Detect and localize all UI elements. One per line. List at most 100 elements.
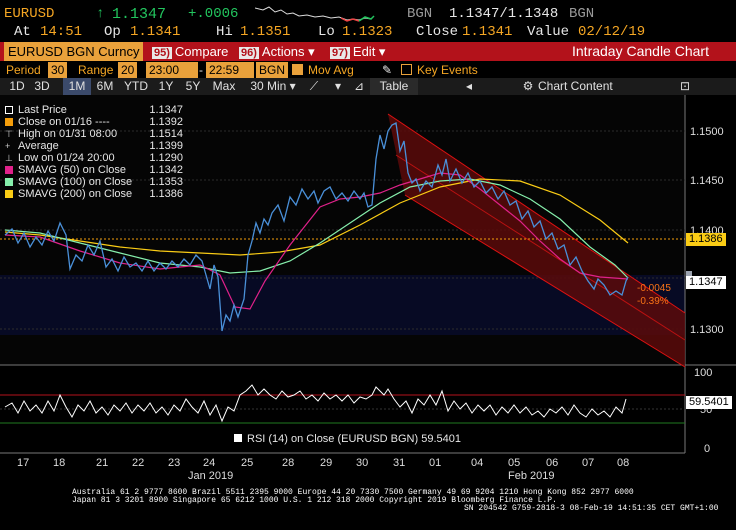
pencil-icon[interactable]: ✎ bbox=[382, 63, 393, 77]
tab-3d[interactable]: 3D bbox=[34, 79, 50, 93]
axis-label-1-1450: 1.1450 bbox=[690, 175, 724, 187]
legend-item[interactable]: SMAVG (50) on Close 1.1342 bbox=[5, 164, 187, 176]
bid-ask-source: BGN bbox=[407, 6, 433, 22]
legend-value: 1.1392 bbox=[149, 116, 183, 128]
legend-item[interactable]: Last Price 1.1347 bbox=[5, 104, 187, 116]
edit-button[interactable]: 97) Edit ▾ bbox=[330, 42, 385, 61]
chart-legend: Last Price 1.1347 Close on 01/16 ---- 1.13… bbox=[5, 104, 187, 200]
legend-item[interactable]: SMAVG (200) on Close 1.1386 bbox=[5, 188, 187, 200]
rsi-legend[interactable]: RSI (14) on Close (EURUSD BGN) 59.5401 bbox=[234, 433, 461, 445]
high-label: Hi bbox=[216, 24, 233, 40]
start-time-input[interactable]: 23:00 bbox=[146, 62, 198, 78]
month-label-feb: Feb 2019 bbox=[508, 470, 554, 482]
x-tick: 08 bbox=[617, 457, 629, 469]
close-value: 1.1341 bbox=[462, 24, 513, 40]
legend-item[interactable]: ⊥ Low on 01/24 20:00 1.1290 bbox=[5, 152, 187, 164]
legend-item[interactable]: Close on 01/16 ---- 1.1392 bbox=[5, 116, 187, 128]
x-tick: 22 bbox=[132, 457, 144, 469]
tab-5y[interactable]: 5Y bbox=[185, 79, 201, 93]
price-chart[interactable]: 1.1500 1.1450 1.1400 1.1300 100 50 0 17 … bbox=[0, 95, 736, 484]
legend-label: Average bbox=[18, 140, 59, 152]
up-arrow-icon: ↑ bbox=[96, 6, 105, 22]
dropdown-arrow-icon[interactable]: ▾ bbox=[334, 79, 342, 93]
rsi-panel bbox=[0, 384, 685, 424]
timeframe-bar: 1D 3D 1M 6M YTD 1Y 5Y Max 30 Min ▾ ⟋ ▾ ⊿… bbox=[0, 78, 736, 95]
month-label-jan: Jan 2019 bbox=[188, 470, 233, 482]
rsi-value-tag: 59.5401 bbox=[686, 396, 732, 409]
quote-header: EURUSD ↑ 1.1347 +.0006 BGN 1.1347/1.1348… bbox=[0, 0, 736, 40]
sma-100-line bbox=[4, 178, 629, 279]
mov-avg-checkbox[interactable] bbox=[292, 64, 303, 75]
interval-dropdown[interactable]: 30 Min ▾ bbox=[250, 79, 296, 93]
legend-label: Close on 01/16 ---- bbox=[18, 116, 110, 128]
tab-1m[interactable]: 1M bbox=[63, 78, 91, 95]
draw-tool-icon[interactable]: ⊿ bbox=[353, 79, 365, 93]
legend-swatch: ⊥ bbox=[5, 153, 13, 164]
x-tick: 31 bbox=[393, 457, 405, 469]
chart-content-button[interactable]: Chart Content bbox=[538, 79, 613, 93]
rsi-axis-0: 0 bbox=[704, 443, 710, 455]
legend-item[interactable]: SMAVG (100) on Close 1.1353 bbox=[5, 176, 187, 188]
expand-icon[interactable]: ⊡ bbox=[679, 79, 691, 93]
ticker-field[interactable]: EURUSD BGN Curncy bbox=[4, 42, 144, 61]
low-label: Lo bbox=[318, 24, 335, 40]
table-button[interactable]: Table bbox=[370, 78, 418, 95]
footer-phones-1: Australia 61 2 9777 8600 Brazil 5511 239… bbox=[72, 488, 634, 497]
tab-1d[interactable]: 1D bbox=[9, 79, 25, 93]
legend-value: 1.1342 bbox=[149, 164, 183, 176]
x-tick: 30 bbox=[356, 457, 368, 469]
actions-label: Actions ▾ bbox=[261, 44, 315, 59]
x-tick: 23 bbox=[168, 457, 180, 469]
legend-label: SMAVG (100) on Close bbox=[18, 176, 133, 188]
tab-6m[interactable]: 6M bbox=[96, 79, 114, 93]
legend-label: Low on 01/24 20:00 bbox=[18, 152, 115, 164]
x-tick: 18 bbox=[53, 457, 65, 469]
left-arrow-icon[interactable]: ◂ bbox=[465, 79, 473, 93]
prior-close-tag: 1.1386 bbox=[686, 233, 726, 246]
change-pct-tag: -0.39% bbox=[637, 296, 669, 307]
legend-value: 1.1514 bbox=[149, 128, 183, 140]
actions-button[interactable]: 96) Actions ▾ bbox=[239, 42, 315, 61]
legend-swatch: + bbox=[5, 141, 11, 152]
x-tick: 21 bbox=[96, 457, 108, 469]
bid-ask-source-2: BGN bbox=[569, 6, 595, 22]
footer-serial: SN 204542 G759-2818-3 08-Feb-19 14:51:35… bbox=[464, 504, 719, 513]
at-time: 14:51 bbox=[40, 24, 83, 40]
sma-tag-stack bbox=[686, 271, 692, 276]
x-axis-months: Jan 2019 Feb 2019 bbox=[188, 470, 554, 482]
line-chart-icon[interactable]: ⟋ bbox=[309, 79, 319, 93]
legend-value: 1.1399 bbox=[149, 140, 183, 152]
period-bar: Period 30 Range 20 23:00 - 22:59 BGN Mov… bbox=[0, 62, 736, 78]
sparkline bbox=[255, 6, 375, 22]
legend-label: SMAVG (50) on Close bbox=[18, 164, 127, 176]
price-change: +.0006 bbox=[188, 6, 239, 22]
tab-max[interactable]: Max bbox=[212, 79, 236, 93]
x-tick: 05 bbox=[508, 457, 520, 469]
rsi-line bbox=[4, 384, 627, 423]
compare-button[interactable]: 95) Compare bbox=[152, 42, 228, 61]
price-axis: 1.1500 1.1450 1.1400 1.1300 bbox=[690, 126, 724, 336]
period-input[interactable]: 30 bbox=[48, 62, 68, 78]
source-input[interactable]: BGN bbox=[256, 62, 289, 78]
end-time-input[interactable]: 22:59 bbox=[206, 62, 254, 78]
legend-item[interactable]: ⊤ High on 01/31 08:00 1.1514 bbox=[5, 128, 187, 140]
key-events-checkbox[interactable] bbox=[401, 64, 412, 75]
legend-value: 1.1386 bbox=[149, 188, 183, 200]
value-date: 02/12/19 bbox=[578, 24, 646, 40]
tab-1y[interactable]: 1Y bbox=[158, 79, 174, 93]
x-tick: 01 bbox=[429, 457, 441, 469]
range-input[interactable]: 20 bbox=[118, 62, 138, 78]
edit-code: 97) bbox=[330, 47, 350, 59]
x-tick: 07 bbox=[582, 457, 594, 469]
settings-icon[interactable]: ⚙ bbox=[522, 79, 534, 93]
legend-swatch bbox=[5, 178, 13, 187]
legend-swatch bbox=[5, 190, 13, 199]
tab-ytd[interactable]: YTD bbox=[124, 79, 148, 93]
rsi-swatch bbox=[234, 434, 242, 442]
x-tick: 04 bbox=[471, 457, 483, 469]
axis-label-1-1500: 1.1500 bbox=[690, 126, 724, 138]
legend-item[interactable]: + Average 1.1399 bbox=[5, 140, 187, 152]
compare-label: Compare bbox=[174, 44, 229, 59]
open-value: 1.1341 bbox=[130, 24, 181, 40]
channel-upper bbox=[387, 113, 686, 314]
